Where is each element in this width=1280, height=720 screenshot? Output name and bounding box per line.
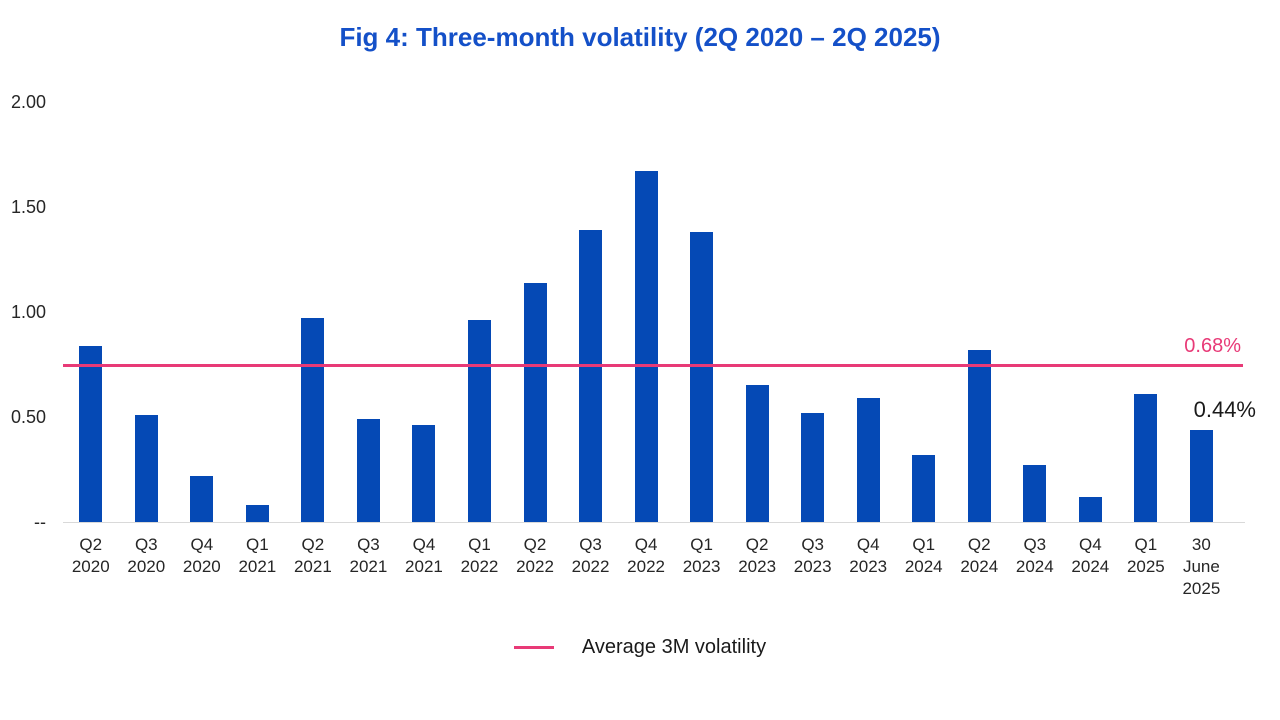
bar-slot: [1063, 0, 1119, 522]
bar-slot: [840, 0, 896, 522]
bar-slot: [119, 0, 175, 522]
bar-slot: [1174, 0, 1230, 522]
bar-q3-2023: [801, 413, 825, 522]
bar-q1-2024: [912, 455, 936, 522]
x-axis-labels: Q2 2020 Q3 2020 Q4 2020 Q1 2021 Q2 2021 Q3 2021 Q4 20…: [63, 534, 1229, 600]
average-line-legend-swatch: [513, 645, 554, 649]
x-axis-category-label: Q4 2021: [405, 535, 443, 576]
y-tick-label: --: [34, 512, 46, 532]
bar-slot: [63, 0, 119, 522]
bar-q4-2021: [412, 425, 436, 522]
bar-slot: [341, 0, 397, 522]
bar-q2-2022: [523, 283, 547, 522]
x-axis-category-label: Q2 2023: [738, 535, 777, 576]
x-axis-category-label: Q3 2021: [349, 535, 388, 576]
x-axis-category-label: Q1 2024: [904, 535, 943, 576]
x-axis-category-label: Q3 2020: [127, 535, 166, 576]
x-axis-category-label: Q4 2023: [849, 535, 888, 576]
x-axis-category-label: Q1 2022: [460, 535, 499, 576]
x-axis-category-label: Q1 2023: [682, 535, 721, 576]
legend-label: Average 3M volatility: [581, 636, 767, 658]
bar-slot: [1118, 0, 1174, 522]
bar-slot: [952, 0, 1008, 522]
legend: Average 3M volatility: [0, 632, 1280, 662]
bar-slot: [285, 0, 341, 522]
x-axis-category-label: Q1 2021: [238, 535, 277, 576]
bar-slot: [674, 0, 730, 522]
x-axis-category-label: Q3 2023: [793, 535, 832, 576]
x-axis-category-label: Q1 2025: [1126, 535, 1165, 576]
bar-slot: [1007, 0, 1063, 522]
bar-q1-2022: [467, 320, 491, 522]
x-axis-category-label: Q2 2022: [516, 535, 554, 576]
x-axis-category-label: Q2 2020: [71, 535, 110, 576]
bar-q2-2024: [967, 350, 991, 522]
bar-slot: [729, 0, 785, 522]
bar-slot: [396, 0, 452, 522]
average-line-value-label: 0.68%: [1184, 335, 1241, 357]
y-tick-label: 1.00: [10, 302, 46, 322]
y-tick-label: 0.50: [10, 407, 46, 427]
bar-slot: [785, 0, 841, 522]
bar-q2-2023: [745, 385, 769, 522]
x-axis-category-label: Q4 2022: [627, 535, 665, 576]
x-axis-line: [63, 522, 1245, 523]
x-axis-category-label: Q3 2024: [1015, 535, 1054, 576]
bar-q4-2020: [190, 476, 214, 522]
x-axis-category-label: Q2 2024: [960, 535, 999, 576]
last-bar-value-label: 0.44%: [1193, 397, 1256, 422]
bar-slot: [618, 0, 674, 522]
bar-q2-2021: [301, 318, 325, 522]
bar-slot: [563, 0, 619, 522]
bar-q3-2021: [356, 419, 380, 522]
bar-slot: [507, 0, 563, 522]
bar-q1-2023: [690, 232, 714, 522]
bar-q2-2020: [79, 346, 103, 522]
bar-slot: [896, 0, 952, 522]
bar-q4-2024: [1078, 497, 1102, 522]
y-tick-label: 1.50: [10, 197, 46, 217]
bar-q3-2020: [134, 415, 158, 522]
chart-title: Fig 4: Three-month volatility (2Q 2020 –…: [339, 22, 941, 52]
bar-slot: [452, 0, 508, 522]
x-axis-category-label: Q2 2021: [293, 535, 332, 576]
bar-q1-2025: [1134, 394, 1158, 522]
bar-q4-2023: [856, 398, 880, 522]
x-axis-category-label: Q4 2024: [1071, 535, 1110, 576]
bar-q1-2021: [245, 505, 269, 522]
bar-30-june-2025: [1189, 430, 1213, 522]
bar-q4-2022: [634, 171, 658, 522]
x-axis-category-label: Q4 2020: [182, 535, 221, 576]
bar-slot: [230, 0, 286, 522]
bar-slot: [174, 0, 230, 522]
bar-q3-2024: [1023, 465, 1047, 522]
bars-area: [63, 0, 1229, 522]
x-axis-category-label: Q3 2022: [571, 535, 610, 576]
average-line: [63, 363, 1243, 367]
y-tick-label: 2.00: [10, 92, 46, 112]
x-axis-category-label: 30 June 2025: [1182, 535, 1221, 598]
bar-q3-2022: [579, 230, 603, 522]
